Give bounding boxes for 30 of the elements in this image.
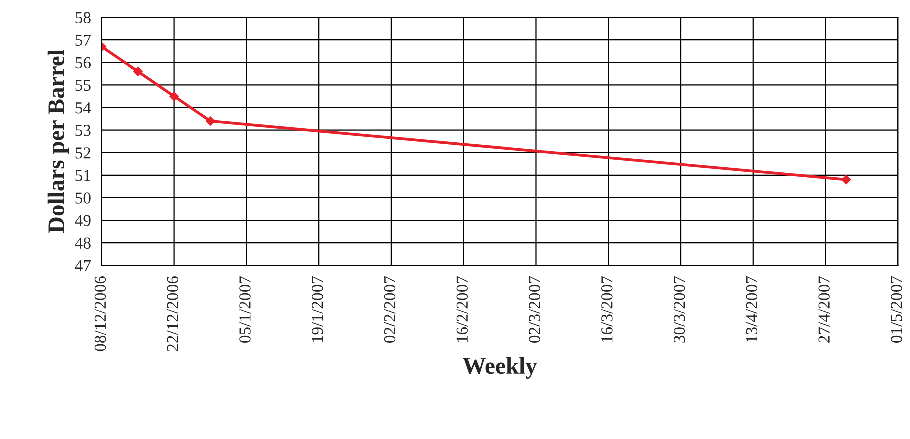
y-tick-label: 47 — [75, 260, 92, 272]
y-tick-label: 49 — [75, 215, 91, 226]
x-tick-label: 02/2/2007 — [384, 276, 396, 343]
y-tick-label: 52 — [76, 148, 91, 159]
point — [133, 67, 143, 76]
x-tick-label: 16/2/2007 — [456, 276, 468, 342]
x-tick-label: 08/12/2006 — [94, 276, 106, 352]
x-tick-label: 30/3/2007 — [674, 276, 686, 343]
y-tick-label: 55 — [76, 80, 91, 92]
y-tick-label: 54 — [76, 102, 92, 114]
y-tick-label: 58 — [76, 12, 91, 24]
x-tick-label: 01/5/2007 — [891, 276, 902, 343]
x-tick-label: 02/3/2007 — [529, 276, 540, 343]
y-tick-label: 53 — [76, 125, 91, 136]
x-tick-label: 13/4/2007 — [746, 276, 758, 342]
point — [206, 116, 216, 126]
x-axis-title: Weekly — [462, 357, 538, 379]
y-axis-title: Dollars per Barrel — [48, 50, 70, 234]
x-tick-label: 05/1/2007 — [240, 276, 251, 343]
y-tick-label: 48 — [75, 238, 91, 249]
x-tick-label: 19/1/2007 — [312, 276, 324, 342]
x-tick-label: 22/12/2006 — [167, 276, 178, 352]
y-tick-label: 51 — [76, 170, 91, 182]
x-tick-label: 16/3/2007 — [602, 276, 613, 342]
y-tick-label: 56 — [76, 57, 92, 69]
point — [170, 92, 179, 102]
y-tick-label: 57 — [76, 34, 92, 46]
y-tick-label: 50 — [76, 192, 91, 204]
x-tick-label: 27/4/2007 — [818, 276, 830, 343]
point — [842, 175, 852, 185]
